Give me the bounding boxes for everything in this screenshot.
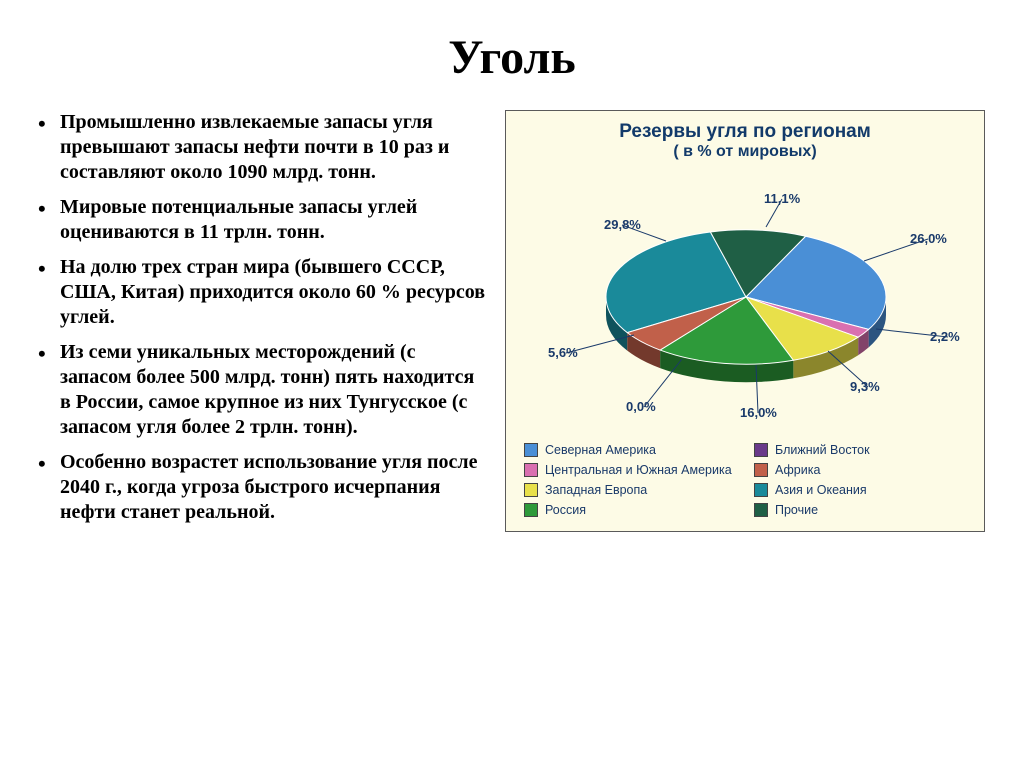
legend-label: Ближний Восток	[775, 443, 870, 457]
pct-label: 2,2%	[930, 329, 960, 344]
legend-swatch	[524, 483, 538, 497]
legend-label: Западная Европа	[545, 483, 647, 497]
legend-label: Азия и Океания	[775, 483, 867, 497]
pie-chart: 29,8% 11,1% 26,0% 2,2% 9,3% 16,0% 0,0% 5,6%	[506, 169, 984, 439]
legend-swatch	[524, 503, 538, 517]
legend-item: Ближний Восток	[754, 443, 974, 457]
chart-card: Резервы угля по регионам ( в % от мировы…	[505, 110, 985, 532]
pct-label: 26,0%	[910, 231, 947, 246]
legend-item: Прочие	[754, 503, 974, 517]
legend-item: Африка	[754, 463, 974, 477]
bullet-item: На долю трех стран мира (бывшего СССР, С…	[30, 255, 490, 330]
pct-label: 16,0%	[740, 405, 777, 420]
legend-swatch	[754, 503, 768, 517]
bullets-column: Промышленно извлекаемые запасы угля прев…	[30, 110, 490, 535]
pct-label: 0,0%	[626, 399, 656, 414]
legend-swatch	[754, 483, 768, 497]
bullet-item: Из семи уникальных месторождений (с запа…	[30, 340, 490, 440]
bullet-item: Особенно возрастет использование угля по…	[30, 450, 490, 525]
pct-label: 5,6%	[548, 345, 578, 360]
legend-swatch	[754, 463, 768, 477]
pct-label: 9,3%	[850, 379, 880, 394]
legend-item: Западная Европа	[524, 483, 744, 497]
legend-label: Прочие	[775, 503, 818, 517]
legend-item: Северная Америка	[524, 443, 744, 457]
legend-swatch	[524, 463, 538, 477]
bullet-item: Мировые потенциальные запасы углей оцени…	[30, 195, 490, 245]
legend-label: Россия	[545, 503, 586, 517]
legend-item: Азия и Океания	[754, 483, 974, 497]
legend-swatch	[754, 443, 768, 457]
legend-label: Северная Америка	[545, 443, 656, 457]
bullets-list: Промышленно извлекаемые запасы угля прев…	[30, 110, 490, 525]
pct-label: 29,8%	[604, 217, 641, 232]
legend-item: Россия	[524, 503, 744, 517]
legend-label: Центральная и Южная Америка	[545, 463, 732, 477]
legend-swatch	[524, 443, 538, 457]
chart-subtitle: ( в % от мировых)	[506, 143, 984, 169]
legend-item: Центральная и Южная Америка	[524, 463, 744, 477]
chart-column: Резервы угля по регионам ( в % от мировы…	[505, 110, 985, 532]
bullet-item: Промышленно извлекаемые запасы угля прев…	[30, 110, 490, 185]
pct-label: 11,1%	[764, 191, 800, 206]
legend-label: Африка	[775, 463, 820, 477]
chart-legend: Северная Америка Ближний Восток Центральна…	[506, 439, 984, 531]
slide-title: Уголь	[30, 30, 994, 85]
chart-title: Резервы угля по регионам	[506, 111, 984, 143]
